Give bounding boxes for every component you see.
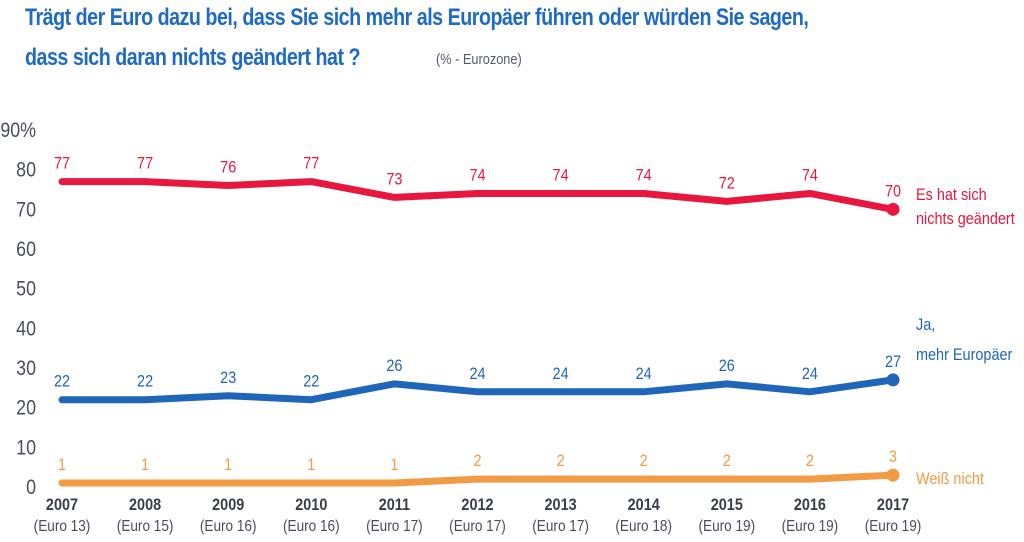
data-label: 27 — [885, 353, 901, 371]
y-tick-label: 0 — [26, 476, 36, 500]
data-label: 77 — [137, 155, 153, 173]
y-axis: 0 10 20 30 40 50 60 70 80 90% — [0, 119, 36, 500]
x-tick-label: 2008 — [129, 496, 161, 514]
y-tick-label: 30 — [16, 357, 36, 381]
data-label: 77 — [303, 155, 319, 173]
data-label: 1 — [141, 456, 149, 474]
data-label: 1 — [307, 456, 315, 474]
data-label: 26 — [719, 357, 735, 375]
series-weiss: 1 1 1 1 1 2 2 2 2 2 3 Weiß nicht — [58, 448, 985, 488]
series-ja: 22 22 23 22 26 24 24 24 26 24 27 Ja, mehr Europäer — [54, 316, 1012, 404]
y-tick-label: 50 — [16, 277, 36, 301]
data-label: 26 — [386, 357, 402, 375]
data-label: 73 — [386, 170, 402, 188]
x-tick-sublabel: (Euro 13) — [34, 518, 91, 535]
x-tick-sublabel: (Euro 16) — [283, 518, 340, 535]
x-tick-sublabel: (Euro 17) — [449, 518, 506, 535]
data-label: 24 — [469, 365, 485, 383]
y-tick-label: 10 — [16, 436, 36, 460]
data-label: 72 — [719, 174, 735, 192]
x-tick-label: 2010 — [295, 496, 327, 514]
series-end-marker — [886, 202, 900, 216]
x-tick-sublabel: (Euro 19) — [698, 518, 755, 535]
data-label: 76 — [220, 159, 236, 177]
series-line-weiss — [58, 471, 897, 487]
data-label: 2 — [640, 452, 648, 470]
x-tick-label: 2007 — [46, 496, 78, 514]
x-tick-label: 2009 — [212, 496, 244, 514]
chart-title-line-2: dass sich daran nichts geändert hat ? — [25, 44, 361, 71]
x-tick-sublabel: (Euro 18) — [615, 518, 672, 535]
data-label: 1 — [58, 456, 66, 474]
series-line-ja — [58, 376, 897, 404]
data-label: 77 — [54, 155, 70, 173]
series-legend-label: mehr Europäer — [916, 346, 1012, 364]
data-label: 22 — [303, 373, 319, 391]
data-label: 22 — [54, 373, 70, 391]
data-label: 24 — [553, 365, 569, 383]
y-tick-label: 90% — [0, 119, 36, 143]
y-tick-label: 60 — [16, 238, 36, 262]
x-tick-label: 2013 — [545, 496, 577, 514]
data-label: 24 — [636, 365, 652, 383]
data-label: 70 — [885, 182, 901, 200]
y-tick-label: 70 — [16, 198, 36, 222]
x-tick-sublabel: (Euro 16) — [200, 518, 257, 535]
series-legend-label: Ja, — [916, 316, 935, 334]
series-end-marker — [886, 468, 900, 482]
chart-title-line-1: Trägt der Euro dazu bei, dass Sie sich m… — [25, 4, 809, 31]
series-line-nichts — [58, 178, 897, 213]
series-legend-label: Weiß nicht — [916, 470, 985, 488]
series-legend-label: nichts geändert — [916, 210, 1015, 228]
data-label: 3 — [889, 448, 897, 466]
series-legend-label: Es hat sich — [916, 186, 987, 204]
series-end-marker — [886, 373, 900, 387]
x-tick-label: 2016 — [794, 496, 826, 514]
y-tick-label: 40 — [16, 317, 36, 341]
x-axis: 2007 (Euro 13) 2008 (Euro 15) 2009 (Euro 16) 2… — [34, 496, 922, 535]
series-nichts: 77 77 76 77 73 74 74 74 72 74 70 Es hat sich nichts … — [54, 155, 1015, 229]
y-tick-label: 80 — [16, 158, 36, 182]
data-label: 23 — [220, 369, 236, 387]
data-label: 2 — [723, 452, 731, 470]
data-label: 1 — [390, 456, 398, 474]
x-tick-sublabel: (Euro 19) — [782, 518, 839, 535]
x-tick-label: 2017 — [877, 496, 909, 514]
data-label: 1 — [224, 456, 232, 474]
x-tick-label: 2012 — [461, 496, 493, 514]
y-tick-label: 20 — [16, 396, 36, 420]
data-label: 2 — [473, 452, 481, 470]
x-tick-label: 2015 — [711, 496, 743, 514]
data-label: 2 — [557, 452, 565, 470]
x-tick-sublabel: (Euro 17) — [366, 518, 423, 535]
x-tick-sublabel: (Euro 17) — [532, 518, 589, 535]
x-tick-label: 2014 — [628, 496, 660, 514]
data-label: 74 — [553, 166, 569, 184]
data-label: 74 — [802, 166, 818, 184]
x-tick-sublabel: (Euro 19) — [865, 518, 922, 535]
series-layer: 77 77 76 77 73 74 74 74 72 74 70 Es hat sich nichts … — [54, 155, 1015, 489]
chart-subtitle: (% - Eurozone) — [436, 51, 522, 68]
data-label: 74 — [636, 166, 652, 184]
data-label: 24 — [802, 365, 818, 383]
data-label: 22 — [137, 373, 153, 391]
x-tick-label: 2011 — [379, 496, 411, 514]
data-label: 2 — [806, 452, 814, 470]
x-tick-sublabel: (Euro 15) — [117, 518, 174, 535]
data-label: 74 — [469, 166, 485, 184]
